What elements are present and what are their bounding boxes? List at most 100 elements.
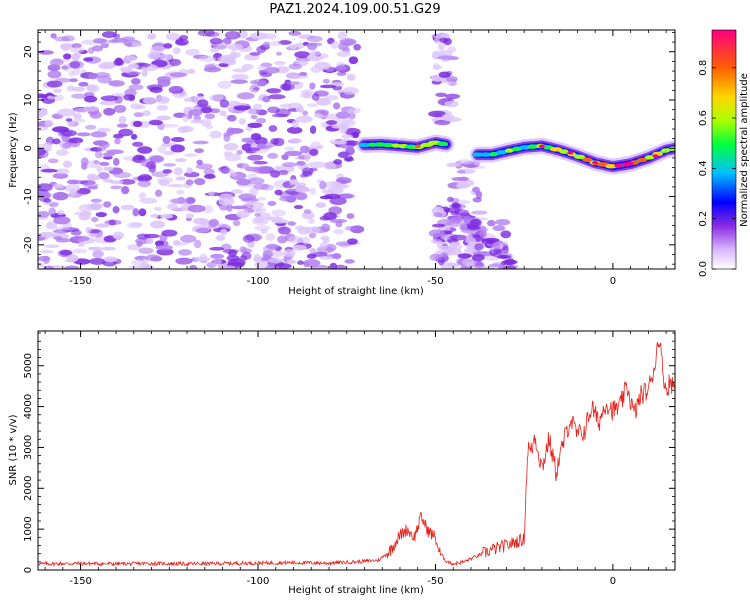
noise-blob (471, 254, 485, 262)
colorbar-tick-label: 0.4 (698, 160, 709, 176)
noise-blob (274, 189, 283, 196)
noise-blob (114, 138, 121, 145)
noise-blob (174, 158, 187, 163)
noise-blob (499, 254, 508, 259)
noise-blob (305, 226, 321, 234)
noise-blob (430, 238, 442, 244)
noise-blob (278, 226, 291, 235)
noise-blob (143, 233, 160, 239)
noise-blob (79, 210, 92, 217)
noise-blob (159, 53, 173, 61)
noise-blob (141, 69, 148, 77)
snr-series-line (38, 342, 675, 567)
noise-blob (264, 66, 280, 74)
noise-blob (183, 97, 193, 103)
noise-blob (429, 253, 443, 262)
noise-blob (83, 57, 94, 62)
noise-blob (249, 51, 261, 56)
noise-blob (217, 80, 232, 89)
noise-blob (294, 51, 311, 59)
noise-blob (57, 108, 76, 117)
ridge-peak (592, 160, 599, 165)
noise-blob (90, 198, 103, 203)
noise-blob (72, 52, 81, 60)
noise-blob (200, 106, 213, 114)
noise-blob (99, 161, 110, 166)
noise-blob (42, 142, 53, 150)
noise-blob (62, 160, 72, 168)
noise-blob (278, 170, 289, 176)
noise-blob (155, 244, 173, 251)
noise-blob (66, 254, 79, 263)
noise-blob (62, 142, 72, 149)
noise-blob (47, 158, 59, 164)
noise-blob (101, 31, 117, 39)
noise-blob (232, 68, 249, 73)
noise-blob (52, 172, 69, 179)
noise-blob (262, 250, 274, 258)
noise-blob (52, 138, 61, 145)
noise-blob (38, 255, 51, 262)
noise-blob (156, 176, 174, 184)
noise-blob (309, 82, 316, 90)
noise-blob (163, 163, 176, 167)
noise-blob (194, 178, 206, 186)
noise-blob (295, 187, 311, 193)
noise-blob (335, 177, 352, 184)
colorbar-tick-label: 0.6 (698, 110, 709, 126)
noise-blob (92, 249, 104, 259)
noise-blob (431, 223, 446, 228)
noise-blob (150, 213, 160, 218)
noise-blob (136, 241, 143, 247)
noise-blob (39, 249, 54, 254)
noise-blob (96, 145, 107, 152)
noise-blob (302, 110, 309, 116)
noise-blob (199, 253, 208, 261)
noise-blob (208, 218, 220, 227)
noise-blob (315, 145, 324, 150)
noise-blob (175, 257, 193, 265)
noise-blob (500, 230, 512, 239)
noise-blob (303, 209, 312, 214)
noise-blob (128, 84, 144, 91)
noise-blob (300, 89, 314, 96)
noise-blob (160, 213, 174, 219)
noise-blob (285, 81, 300, 85)
noise-blob (310, 50, 321, 57)
noise-blob (186, 167, 193, 174)
noise-blob (463, 215, 472, 224)
noise-blob (138, 192, 146, 200)
noise-blob (174, 38, 189, 46)
noise-blob (38, 147, 47, 156)
noise-blob (227, 104, 235, 113)
noise-blob (112, 157, 120, 166)
noise-blob (262, 95, 271, 103)
noise-blob (45, 265, 54, 269)
noise-blob (103, 201, 112, 208)
noise-blob (289, 138, 302, 144)
ridge-hotspot (644, 155, 655, 160)
noise-blob (346, 107, 361, 114)
noise-blob (293, 182, 307, 188)
noise-blob (175, 176, 186, 181)
y-tick-label: -20 (23, 237, 34, 253)
noise-blob (321, 189, 334, 195)
noise-blob (307, 35, 323, 43)
noise-blob (257, 64, 266, 72)
noise-blob (100, 95, 119, 102)
noise-blob (319, 256, 335, 260)
noise-blob (249, 187, 259, 196)
noise-blob (203, 168, 215, 176)
noise-blob (65, 118, 73, 122)
noise-blob (132, 120, 143, 128)
noise-blob (121, 36, 135, 41)
noise-blob (72, 113, 82, 119)
noise-blob (52, 183, 65, 189)
noise-blob (301, 211, 315, 220)
noise-blob (209, 47, 220, 53)
noise-blob (118, 179, 136, 185)
noise-blob (44, 119, 54, 128)
noise-blob (288, 235, 304, 244)
